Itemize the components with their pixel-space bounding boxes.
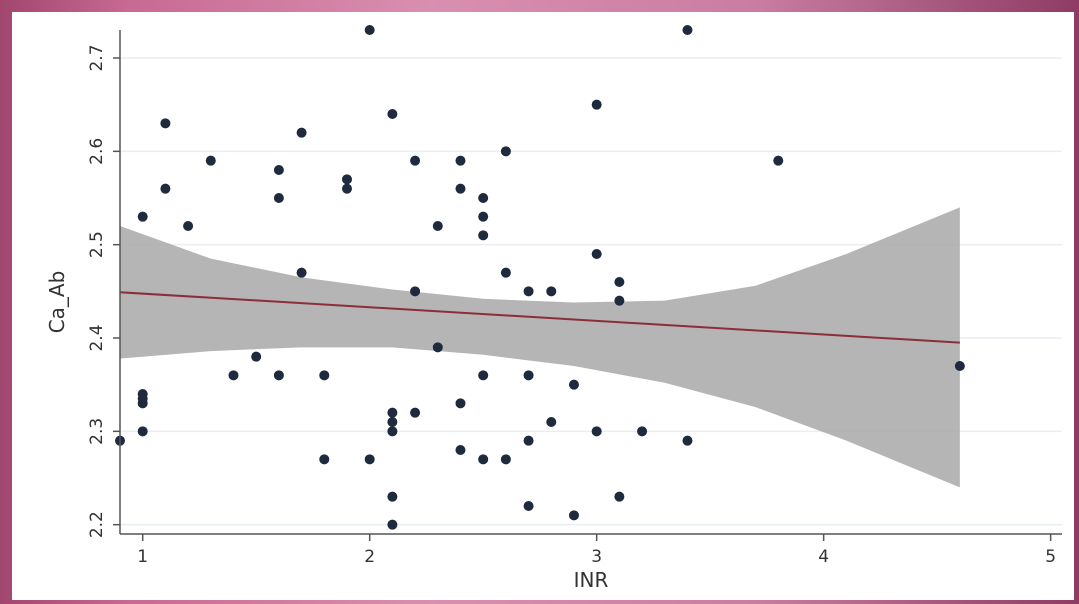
data-point: [273, 165, 284, 175]
data-point: [546, 417, 557, 427]
fit-line: [119, 291, 960, 344]
data-point: [387, 417, 398, 427]
chart-panel: 2.2 2.3 2.4 2.5 2.6 2.7 1 2 3 4 5 INR Ca_Ab: [12, 12, 1074, 600]
data-point: [523, 435, 534, 446]
y-tick-label: 2.5: [87, 231, 107, 258]
data-point: [455, 445, 466, 455]
data-point: [523, 286, 534, 297]
data-point: [591, 249, 602, 259]
data-point: [432, 221, 443, 231]
scatter-chart: 2.2 2.3 2.4 2.5 2.6 2.7 1 2 3 4 5 INR Ca_Ab: [45, 25, 1062, 592]
data-point: [478, 193, 489, 203]
y-tick-label: 2.7: [87, 44, 107, 71]
x-tick-label: 1: [137, 547, 148, 567]
data-point: [387, 109, 398, 119]
x-tick-label: 2: [364, 547, 375, 567]
data-point: [296, 267, 307, 278]
data-point: [614, 295, 625, 306]
data-point: [296, 127, 307, 138]
axes: 2.2 2.3 2.4 2.5 2.6 2.7 1 2 3 4 5: [87, 30, 1062, 567]
data-point: [319, 370, 330, 381]
data-point: [455, 398, 466, 409]
data-points: [115, 25, 965, 530]
data-point: [387, 407, 398, 418]
data-point: [568, 379, 579, 390]
data-point: [637, 426, 648, 437]
data-point: [954, 361, 965, 371]
y-tick-label: 2.4: [87, 324, 107, 351]
data-point: [205, 155, 216, 166]
data-point: [500, 267, 511, 278]
data-point: [614, 491, 625, 502]
y-tick-label: 2.6: [87, 138, 107, 165]
data-point: [500, 454, 511, 465]
x-tick-label: 3: [591, 547, 602, 567]
data-point: [455, 155, 466, 166]
data-point: [523, 370, 534, 381]
data-point: [410, 155, 421, 166]
data-point: [682, 25, 693, 35]
data-point: [160, 183, 171, 194]
data-point: [410, 407, 421, 418]
data-point: [137, 426, 148, 437]
confidence-band: [120, 207, 960, 488]
x-axis-label: INR: [574, 568, 609, 592]
fit-line-group: [119, 291, 960, 344]
data-point: [364, 454, 375, 465]
x-tick-label: 5: [1045, 547, 1056, 567]
data-point: [387, 426, 398, 437]
data-point: [364, 25, 375, 35]
y-axis-label: Ca_Ab: [45, 271, 69, 334]
data-point: [410, 286, 421, 297]
data-point: [455, 183, 466, 194]
data-point: [228, 370, 239, 381]
data-point: [341, 174, 352, 185]
data-point: [273, 370, 284, 381]
data-point: [478, 230, 489, 241]
data-point: [183, 221, 194, 231]
data-point: [478, 454, 489, 465]
data-point: [523, 501, 534, 511]
data-point: [478, 370, 489, 381]
data-point: [251, 351, 262, 362]
data-point: [137, 398, 148, 409]
data-point: [614, 277, 625, 287]
data-point: [341, 183, 352, 194]
y-tick-label: 2.3: [87, 418, 107, 445]
data-point: [273, 193, 284, 203]
ci-band-area: [120, 207, 960, 488]
data-point: [682, 435, 693, 446]
data-point: [319, 454, 330, 465]
data-point: [432, 342, 443, 353]
data-point: [591, 426, 602, 437]
x-tick-label: 4: [818, 547, 829, 567]
data-point: [500, 146, 511, 157]
data-point: [387, 491, 398, 502]
y-tick-label: 2.2: [87, 511, 107, 538]
data-point: [160, 118, 171, 129]
data-point: [546, 286, 557, 297]
data-point: [478, 211, 489, 222]
data-point: [773, 155, 784, 166]
data-point: [568, 510, 579, 521]
data-point: [387, 519, 398, 530]
data-point: [591, 99, 602, 110]
data-point: [137, 211, 148, 222]
